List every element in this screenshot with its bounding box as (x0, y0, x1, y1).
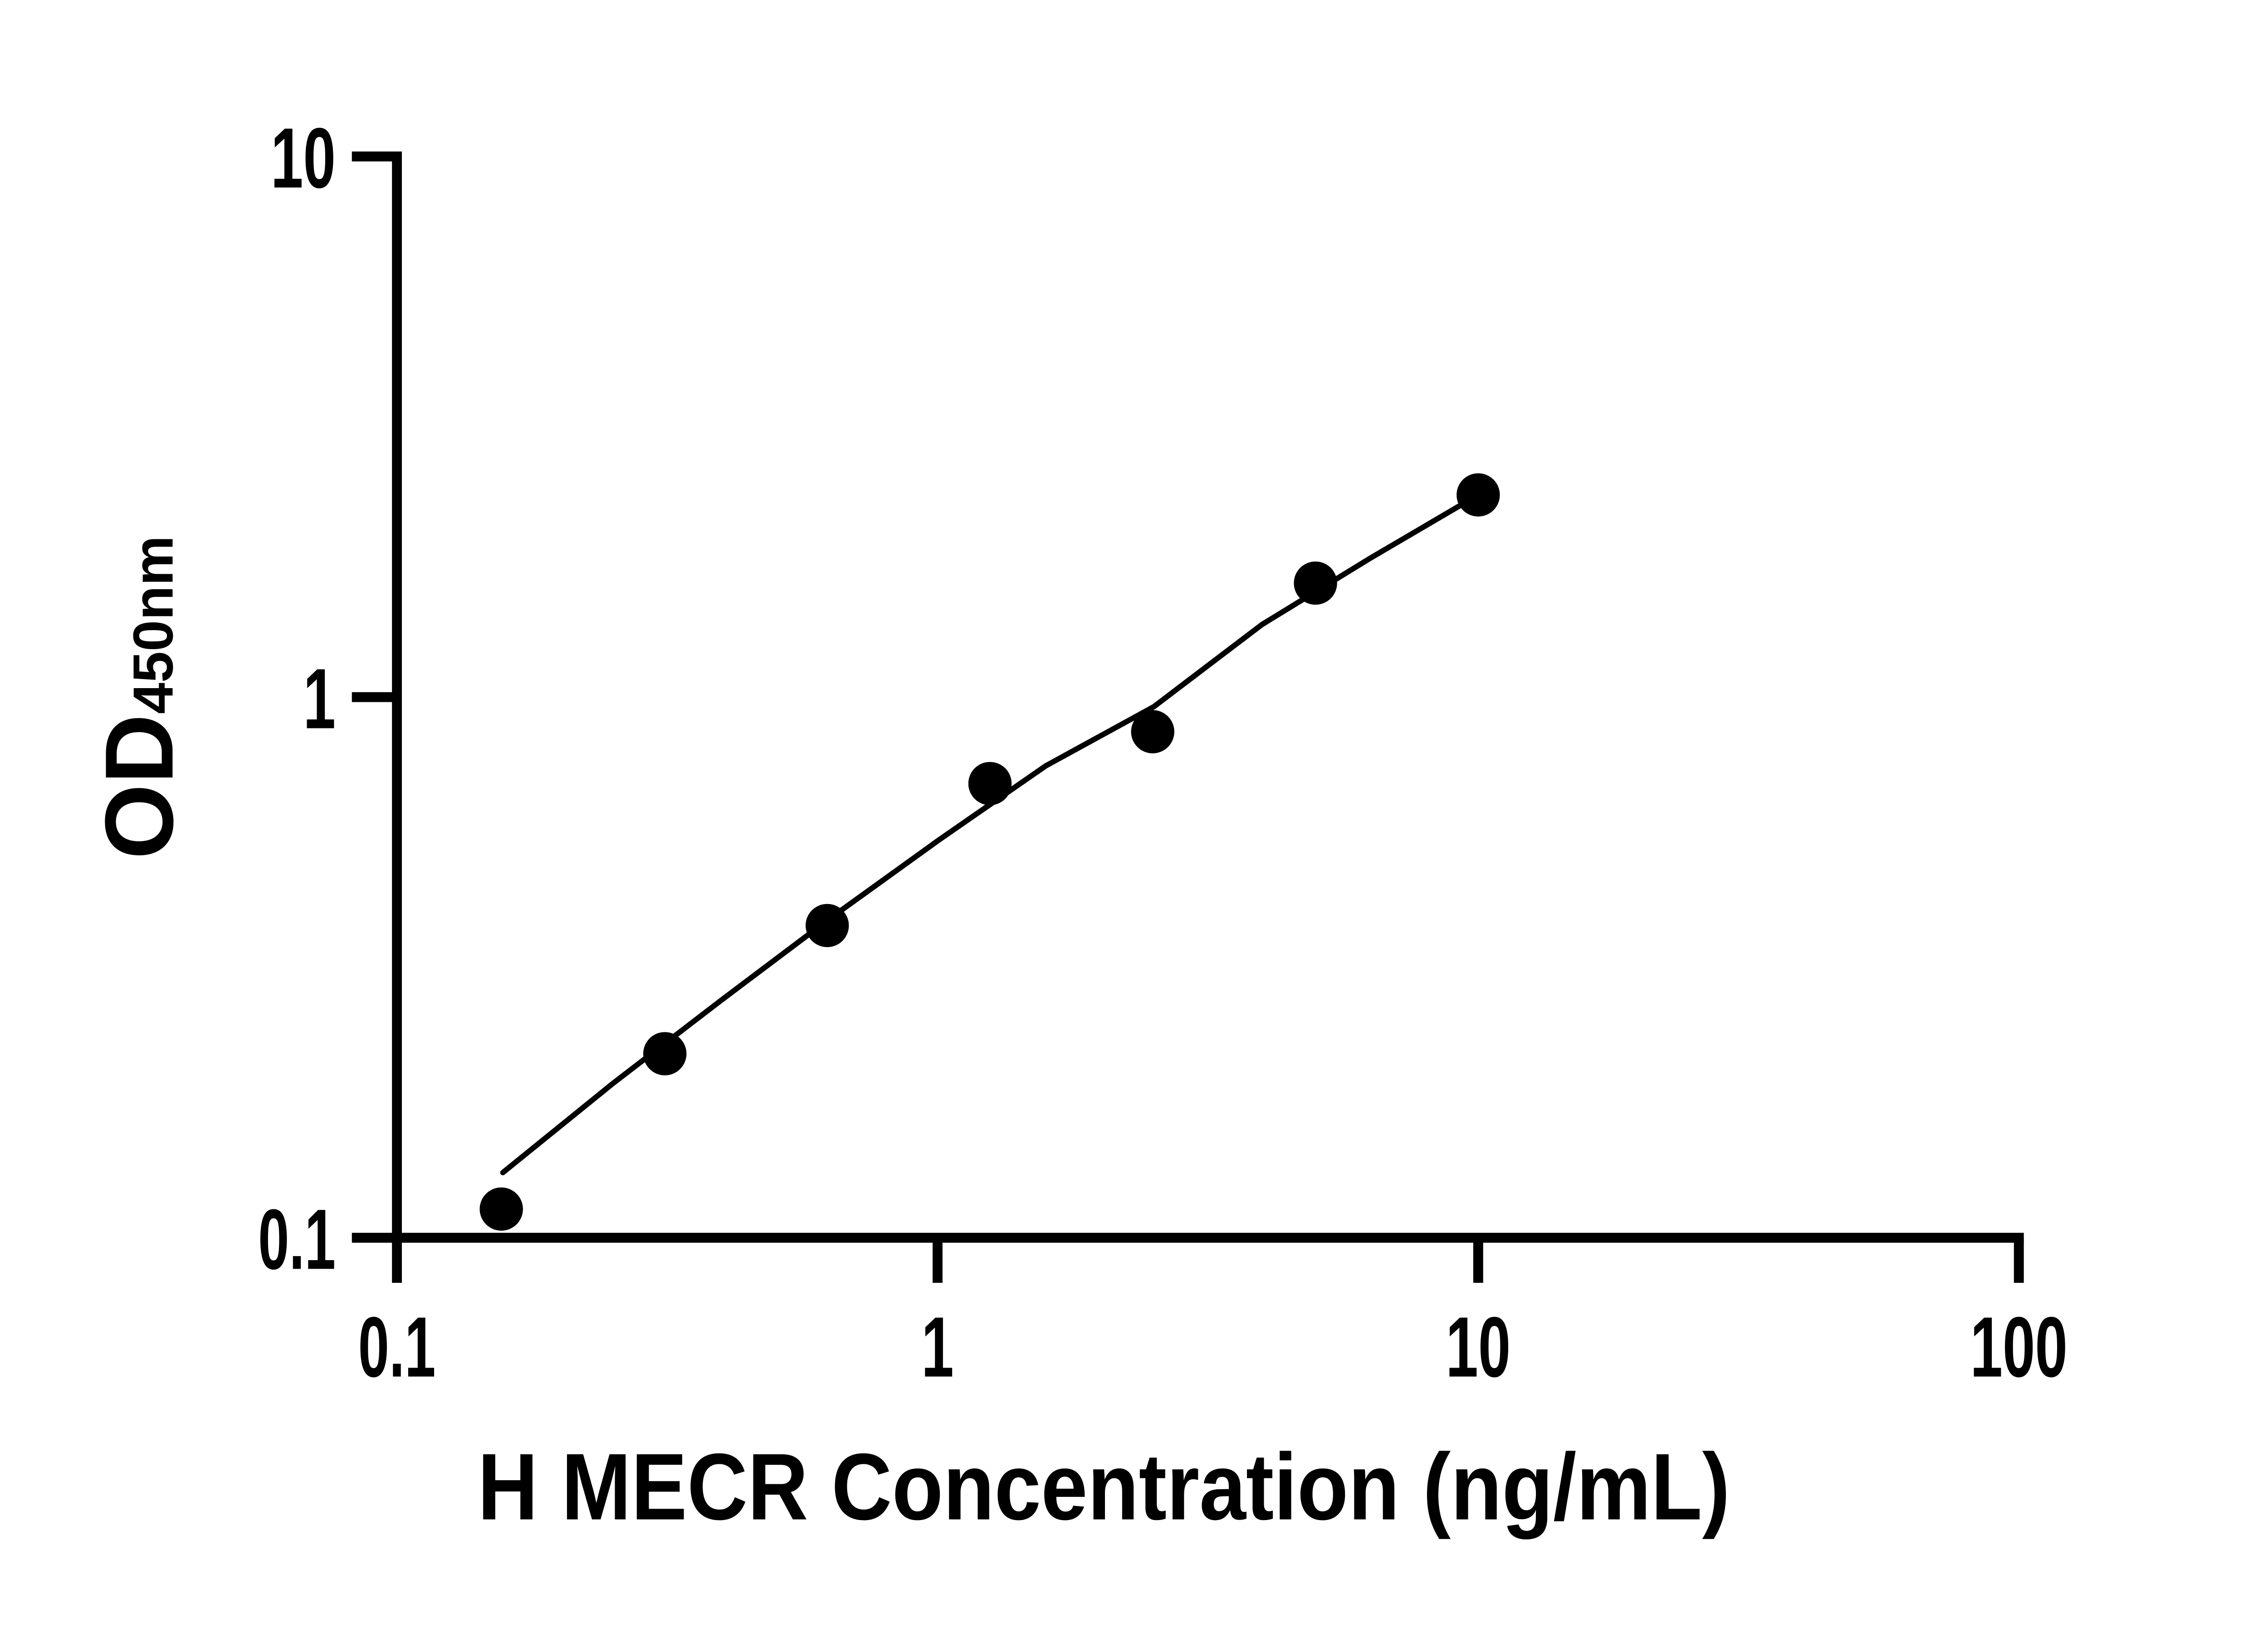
data-point (1294, 561, 1337, 605)
y-axis-ticks (352, 151, 397, 1243)
x-tick-label: 0.1 (358, 1299, 436, 1395)
y-tick-label: 10 (271, 110, 336, 205)
x-axis-ticks (392, 1237, 2024, 1283)
x-tick-label: 10 (1446, 1299, 1510, 1395)
axes: 0.1 1 10 0.1 1 10 100 (258, 110, 2068, 1394)
x-axis-tick-labels: 0.1 1 10 100 (358, 1299, 2068, 1395)
y-axis-tick-labels: 0.1 1 10 (258, 110, 336, 1287)
x-axis-title: H MECR Concentration (ng/mL) (478, 1434, 1730, 1540)
data-point (1457, 473, 1500, 517)
data-point (479, 1187, 523, 1231)
y-axis-title-subscript: 450nm (122, 536, 185, 714)
data-point (806, 904, 849, 948)
y-axis-title-main: OD (85, 714, 193, 859)
x-tick-label: 100 (1970, 1299, 2068, 1395)
data-point (643, 1032, 687, 1076)
y-tick-label: 0.1 (258, 1191, 336, 1287)
y-tick-label: 1 (303, 650, 336, 746)
data-points (479, 473, 1500, 1231)
data-point (968, 762, 1012, 806)
x-tick-label: 1 (921, 1299, 954, 1395)
data-point (1131, 710, 1174, 753)
y-axis-title: OD450nm (85, 536, 193, 860)
